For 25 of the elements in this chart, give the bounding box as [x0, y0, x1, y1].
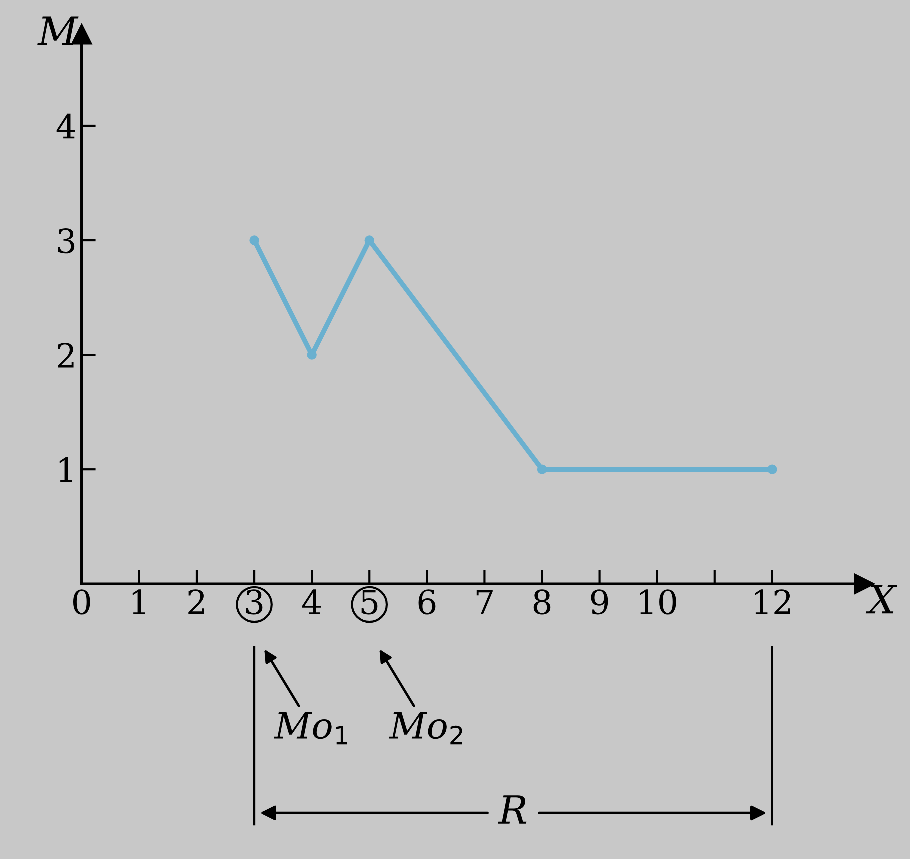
x-tick-label: 9 — [591, 590, 608, 615]
x-tick-label: 6 — [418, 590, 436, 615]
x-tick-label: 5 — [362, 590, 378, 615]
point — [364, 236, 374, 246]
y-tick-label: 3 — [58, 228, 75, 254]
y-tick-label: 1 — [60, 458, 72, 482]
y-tick-label: 2 — [58, 342, 74, 368]
x-tick-label: 1 — [132, 590, 146, 614]
point — [537, 464, 548, 474]
point — [250, 236, 260, 246]
x-tick-label: 4 — [302, 590, 322, 614]
x-tick-label: 12 — [755, 590, 790, 614]
x-tick-label: 3 — [246, 590, 263, 615]
x-tick-label: 2 — [188, 590, 204, 614]
y-tick-label: 4 — [56, 114, 76, 139]
text: R — [498, 796, 527, 824]
text: Mo$_{2}$ — [389, 712, 462, 745]
x-tick-label: 7 — [476, 590, 493, 614]
x-tick-label: 8 — [534, 590, 551, 615]
x-axis-title: X — [866, 585, 898, 614]
y-axis-title: M — [38, 16, 79, 46]
x-tick-label: 0 — [73, 590, 90, 615]
text: Mo$_{1}$ — [274, 712, 348, 745]
point — [768, 464, 778, 474]
x-tick-label: 10 — [640, 590, 676, 615]
